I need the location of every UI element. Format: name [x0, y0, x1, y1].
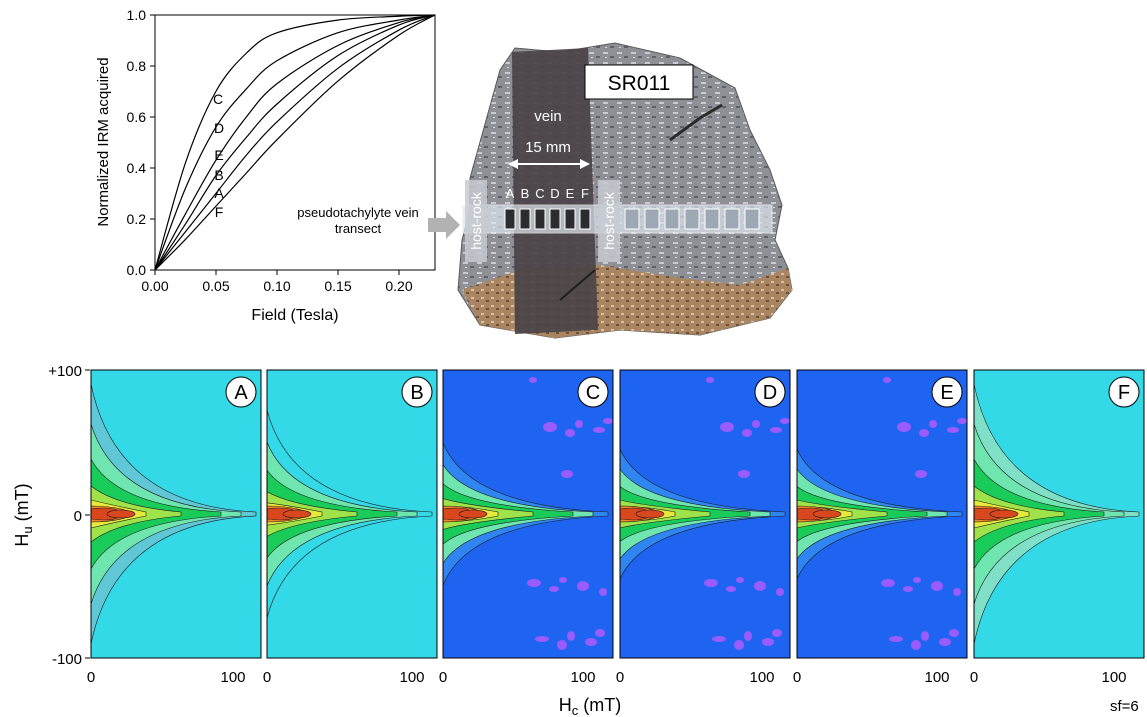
irm-ytick: 0.8	[127, 58, 147, 74]
vein-band	[512, 48, 598, 334]
forc-xtick: 0	[793, 669, 801, 686]
panel-label: B	[410, 382, 423, 404]
irm-xtick: 0.05	[202, 278, 229, 294]
forc-xtick: 0	[87, 669, 95, 686]
panel-label: E	[940, 382, 953, 404]
forc-ytick: 0	[74, 508, 82, 525]
panel-badge	[225, 376, 257, 408]
irm-plot-frame	[154, 14, 436, 271]
forc-panel-d: D	[619, 369, 791, 659]
irm-xtick: 0.10	[263, 278, 290, 294]
forc-xtick: 100	[924, 669, 949, 686]
forc-xtick: 0	[970, 669, 978, 686]
panel-badge	[1108, 376, 1140, 408]
transect-label-line2: transect	[335, 221, 382, 236]
panel-badge	[931, 376, 963, 408]
irm-ylabel: Normalized IRM acquired	[95, 57, 112, 226]
forc-xlabel: Hc (mT)	[559, 695, 621, 717]
curve-label-e: E	[214, 147, 223, 163]
panel-badge	[401, 376, 433, 408]
irm-ytick: 0.4	[127, 160, 147, 176]
host-rock-label-left: host-rock	[468, 191, 484, 250]
transect-position: F	[581, 186, 589, 201]
vein-width-label: 15 mm	[525, 139, 571, 156]
irm-xtick: 0.15	[324, 278, 351, 294]
irm-curve-b	[154, 14, 436, 271]
panel-label: D	[763, 382, 777, 404]
curve-label-d: D	[214, 120, 224, 136]
sample-id: SR011	[608, 72, 671, 95]
transect-position: E	[566, 186, 575, 201]
vein-label: vein	[534, 108, 562, 125]
forc-xtick: 100	[399, 669, 424, 686]
irm-ytick: 0.2	[127, 211, 147, 227]
irm-curve-c	[154, 14, 436, 271]
forc-xtick: 100	[570, 669, 595, 686]
forc-ytick: +100	[48, 363, 82, 380]
panel-label: C	[586, 382, 600, 404]
arrow-right-icon	[428, 211, 460, 239]
transect-annotation: pseudotachylyte vein transect	[297, 205, 460, 239]
irm-curve-f	[154, 14, 436, 271]
host-rock-panel-left	[465, 180, 487, 262]
fracture-line	[669, 103, 723, 142]
curve-label-b: B	[214, 167, 223, 183]
transect-position: C	[535, 186, 544, 201]
host-rock-panel-right	[598, 180, 620, 262]
transect-cells	[504, 208, 760, 230]
irm-curve-e	[154, 14, 436, 271]
irm-xtick: 0.00	[141, 278, 168, 294]
forc-ylabel: Hu (mT)	[12, 483, 35, 546]
fracture-line	[559, 269, 596, 301]
forc-y-axis: +100 0 -100 Hu (mT)	[12, 363, 90, 668]
irm-y-axis: 0.0 0.2 0.4 0.6 0.8 1.0 Normalized IRM a…	[95, 7, 155, 278]
transect-position-labels: A B C D E F	[506, 186, 589, 201]
forc-ytick: -100	[52, 651, 82, 668]
irm-xtick: 0.20	[385, 278, 412, 294]
irm-curve-labels: C D E B A F	[213, 91, 224, 220]
forc-diagrams: A B C D E F +100 0 -100 Hu (mT) 0 100 0 100 0…	[12, 363, 1145, 717]
curve-label-f: F	[215, 204, 224, 220]
irm-x-axis: 0.00 0.05 0.10 0.15 0.20 Field (Tesla)	[141, 270, 413, 324]
panel-label: F	[1118, 382, 1130, 404]
forc-panels: A B C D E F	[90, 369, 1145, 659]
forc-panel-e: E	[796, 369, 968, 659]
transect-label-line1: pseudotachylyte vein	[297, 205, 418, 220]
host-rock-label-right: host-rock	[601, 191, 617, 250]
irm-ytick: 0.0	[127, 262, 147, 278]
irm-curves	[154, 14, 436, 271]
irm-ytick: 1.0	[127, 7, 147, 23]
forc-xtick: 0	[616, 669, 624, 686]
smoothing-factor: sf=6	[1110, 698, 1139, 715]
irm-xlabel: Field (Tesla)	[251, 307, 338, 324]
forc-panel-b: B	[266, 369, 438, 659]
panel-badge	[754, 376, 786, 408]
forc-panel-f: F	[973, 369, 1145, 659]
forc-xtick: 100	[1101, 669, 1126, 686]
panel-badge	[577, 376, 609, 408]
forc-xtick: 100	[220, 669, 245, 686]
forc-xtick: 0	[263, 669, 271, 686]
width-arrow-icon	[508, 159, 590, 169]
sample-id-box	[584, 64, 694, 100]
irm-curve-d	[154, 14, 436, 271]
panel-label: A	[234, 382, 248, 404]
rock-sample-photo: host-rock host-rock A B C D E F vein 15 …	[457, 42, 793, 339]
curve-label-c: C	[213, 91, 223, 107]
irm-ytick: 0.6	[127, 109, 147, 125]
forc-panel-a: A	[90, 369, 262, 659]
irm-curve-a	[154, 14, 436, 271]
forc-panel-c: C	[442, 369, 614, 659]
forc-x-axis: 0 100 0 100 0 100 0 100 0 100 0 100 Hc (…	[87, 669, 1139, 717]
transect-position: D	[550, 186, 559, 201]
transect-position: B	[521, 186, 530, 201]
curve-label-a: A	[214, 185, 224, 201]
transect-position: A	[506, 186, 515, 201]
irm-plot: 0.0 0.2 0.4 0.6 0.8 1.0 Normalized IRM a…	[95, 7, 436, 324]
forc-xtick: 100	[749, 669, 774, 686]
forc-xtick: 0	[439, 669, 447, 686]
